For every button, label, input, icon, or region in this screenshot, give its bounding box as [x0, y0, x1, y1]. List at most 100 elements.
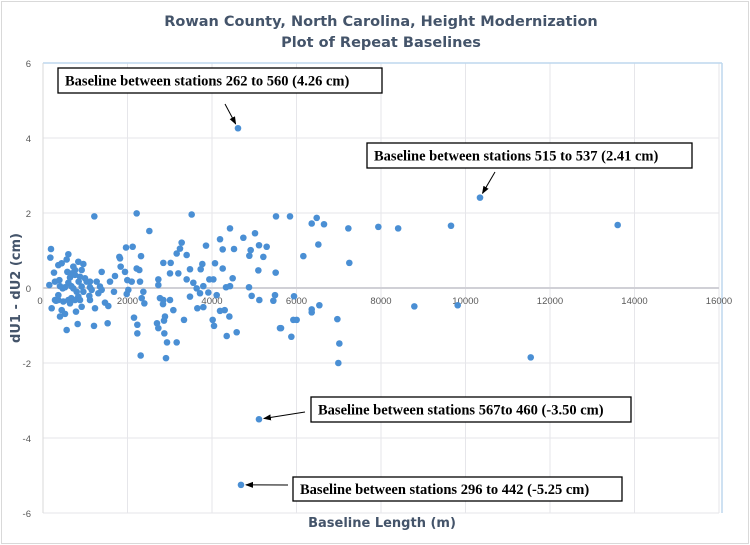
- x-tick-label: 16000: [706, 296, 732, 307]
- data-point: [223, 332, 231, 340]
- x-tick-label: 14000: [621, 296, 647, 307]
- data-point: [51, 296, 59, 304]
- data-point: [180, 316, 188, 324]
- data-point: [72, 308, 80, 315]
- data-point: [170, 306, 177, 314]
- data-point: [290, 292, 298, 300]
- chart-title: Rowan County, North Carolina, Height Mod…: [164, 14, 598, 30]
- annotation-text: Baseline between stations 567to 460 (-3.…: [318, 403, 604, 419]
- data-point: [111, 272, 119, 280]
- y-tick-label: 6: [26, 59, 31, 70]
- data-point: [213, 291, 220, 299]
- data-point: [90, 322, 98, 330]
- data-point: [233, 328, 240, 336]
- data-point: [334, 315, 341, 323]
- data-point: [137, 252, 145, 260]
- data-point: [173, 339, 180, 346]
- data-point: [166, 296, 174, 304]
- data-point: [66, 300, 74, 307]
- annotations: Baseline between stations 262 to 560 (4.…: [57, 67, 693, 502]
- data-point: [226, 225, 234, 232]
- data-point: [260, 253, 267, 261]
- data-points: [46, 124, 621, 489]
- data-point: [315, 241, 322, 248]
- data-point: [74, 320, 81, 328]
- annotation-arrow: [262, 411, 306, 421]
- data-point: [186, 293, 194, 300]
- data-point: [71, 296, 79, 304]
- x-tick-label: 4000: [201, 296, 222, 307]
- data-point: [162, 354, 170, 362]
- data-point: [196, 289, 204, 297]
- data-point: [86, 292, 93, 300]
- data-point: [55, 291, 62, 299]
- data-point: [106, 278, 114, 285]
- data-point: [117, 263, 124, 270]
- data-point: [211, 259, 219, 267]
- data-point: [293, 316, 300, 324]
- data-point: [47, 245, 55, 253]
- data-point: [176, 245, 184, 252]
- data-point: [270, 297, 277, 305]
- tick-labels: 2000 4000 6000 8000 10000 12000 14000 16000 0 -6 -…: [23, 59, 733, 520]
- data-point: [128, 278, 135, 285]
- data-point: [136, 266, 143, 274]
- data-point: [134, 321, 141, 329]
- x-tick-label: 10000: [452, 296, 478, 307]
- data-point: [272, 269, 279, 276]
- data-point: [160, 259, 167, 267]
- data-point: [454, 301, 461, 309]
- annotation-box: [366, 142, 693, 169]
- data-point: [140, 288, 147, 296]
- x-tick-label: 2000: [117, 296, 138, 307]
- data-point: [316, 301, 323, 309]
- data-point: [255, 415, 263, 423]
- annotation-text: Baseline between stations 296 to 442 (-5…: [300, 482, 589, 498]
- data-point: [141, 300, 148, 307]
- data-point: [394, 225, 402, 232]
- data-point: [75, 258, 82, 266]
- annotation-arrow: [482, 171, 496, 195]
- data-point: [271, 291, 279, 299]
- data-point: [178, 239, 185, 246]
- y-tick-label: -2: [23, 359, 31, 370]
- data-point: [48, 304, 55, 312]
- data-point: [133, 210, 140, 217]
- data-point: [476, 194, 484, 201]
- data-point: [46, 281, 53, 289]
- x-tick-label: 8000: [370, 296, 391, 307]
- data-point: [209, 316, 216, 324]
- data-point: [65, 250, 72, 258]
- data-point: [137, 352, 144, 359]
- data-point: [308, 309, 316, 316]
- data-point: [186, 265, 194, 273]
- data-point: [226, 313, 233, 320]
- data-point: [247, 246, 254, 254]
- data-point: [263, 243, 270, 251]
- y-tick-label: 0: [26, 284, 31, 295]
- data-point: [276, 324, 284, 332]
- x-tick-label: 12000: [537, 296, 563, 307]
- data-point: [138, 294, 145, 302]
- data-point: [123, 290, 130, 298]
- data-point: [221, 306, 228, 314]
- data-point: [121, 268, 129, 276]
- annotation-box: [57, 67, 383, 94]
- data-point: [246, 252, 253, 260]
- data-point: [190, 279, 197, 287]
- data-point: [313, 214, 320, 222]
- data-point: [288, 333, 295, 341]
- y-tick-label: -6: [23, 509, 31, 520]
- data-point: [83, 278, 90, 285]
- data-point: [91, 304, 99, 312]
- data-point: [155, 276, 162, 283]
- data-point: [167, 259, 174, 267]
- data-point: [230, 245, 238, 253]
- data-point: [447, 222, 455, 230]
- data-point: [78, 283, 85, 290]
- data-point: [58, 306, 65, 314]
- data-point: [255, 241, 263, 249]
- data-point: [229, 274, 236, 282]
- data-point: [56, 313, 64, 320]
